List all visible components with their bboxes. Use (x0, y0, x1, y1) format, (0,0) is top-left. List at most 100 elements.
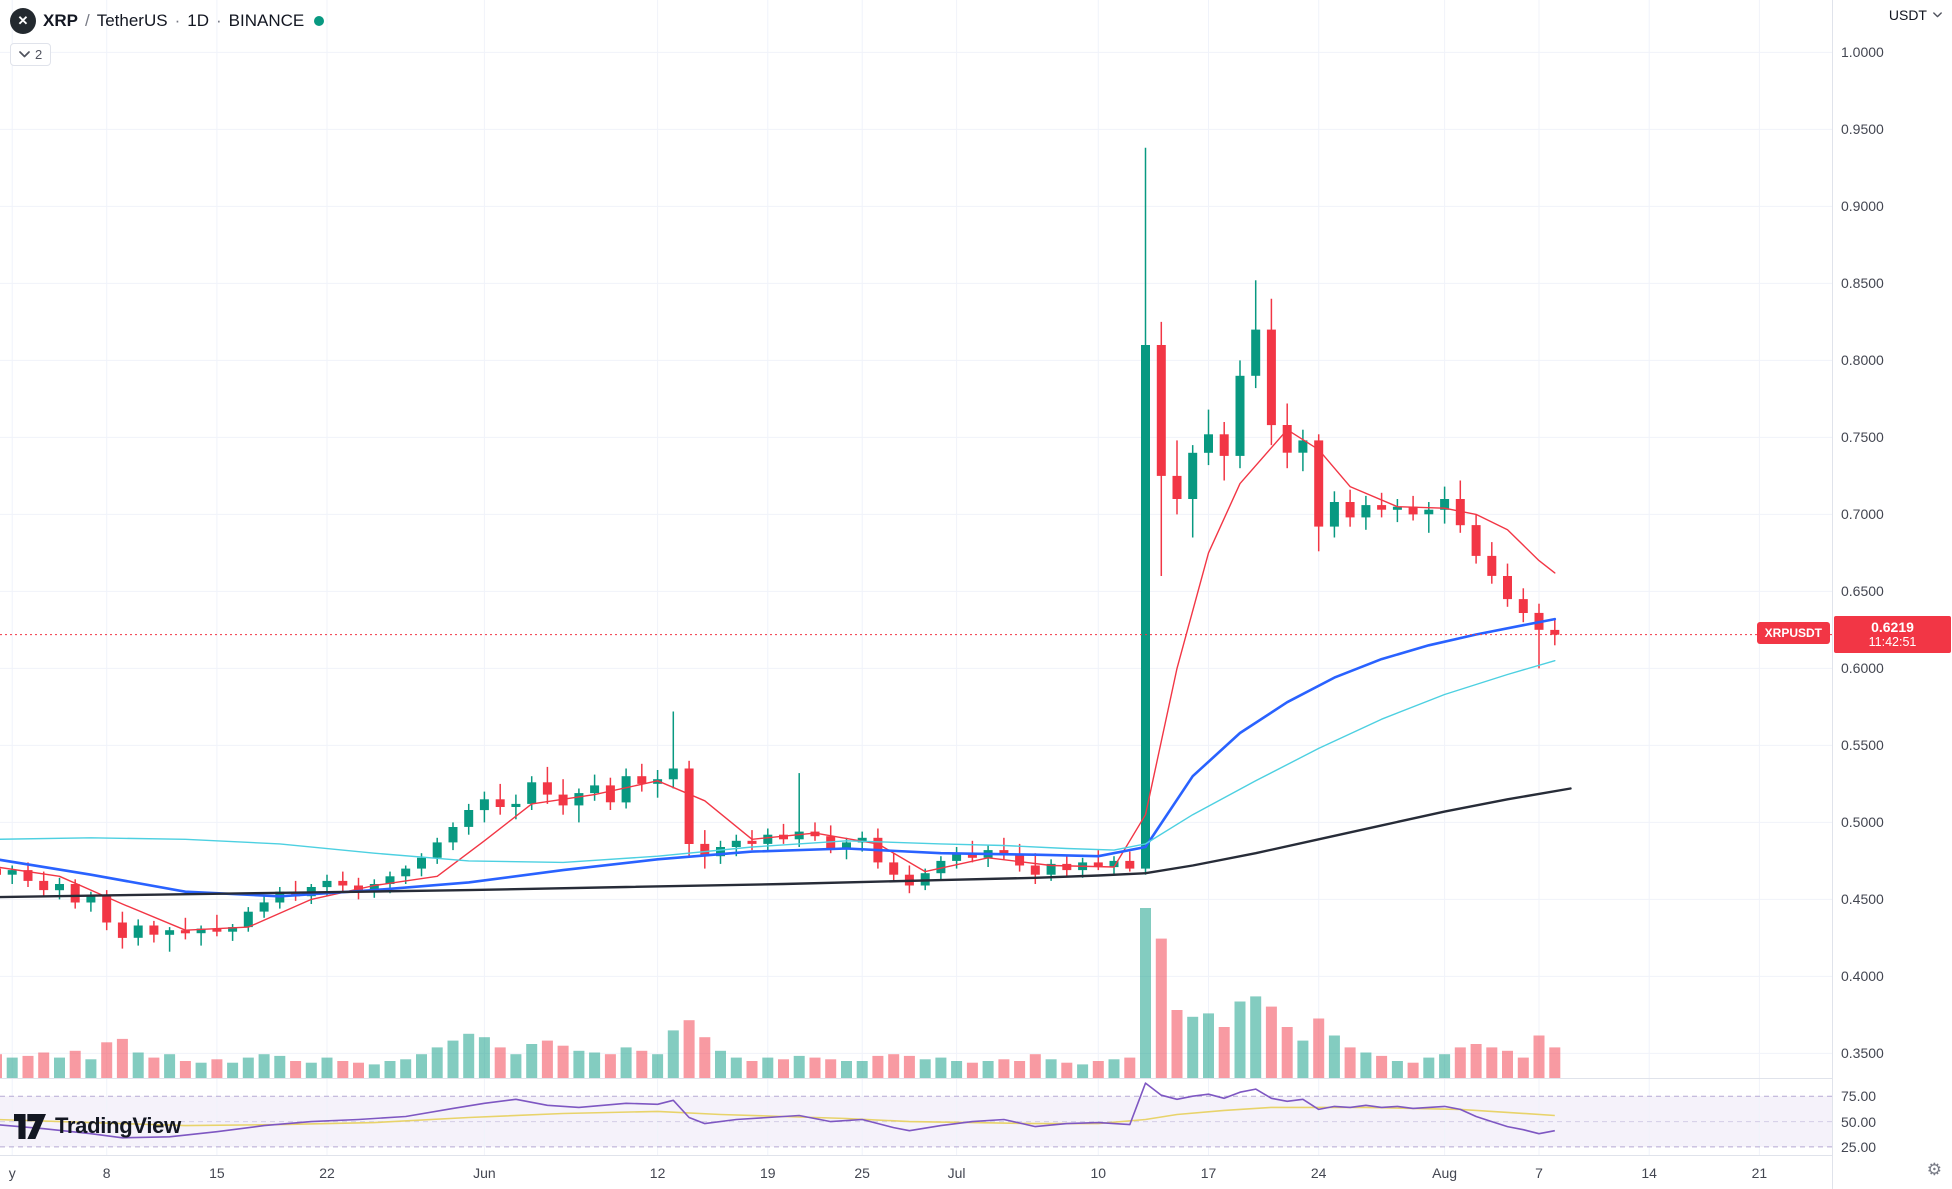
price-axis-labels: 1.0000 0.9500 0.9000 0.8500 0.8000 0.7500 0.70… (1833, 0, 1952, 1189)
candle (23, 862, 33, 887)
candle (369, 879, 379, 898)
candle (448, 822, 458, 851)
price-tick-label: 0.4000 (1841, 968, 1884, 985)
currency-label: USDT (1888, 7, 1927, 23)
price-tick-label: 0.7000 (1841, 506, 1884, 523)
candle (653, 770, 663, 798)
price-tick-label: 0.9500 (1841, 121, 1884, 138)
candle (1235, 360, 1245, 469)
candle (7, 865, 17, 884)
candle (1392, 499, 1402, 523)
market-status-dot[interactable] (314, 16, 325, 26)
rsi-line (0, 1082, 1555, 1139)
candle (1440, 486, 1450, 524)
symbol-name[interactable]: XRP (43, 11, 78, 30)
time-tick-label: 7 (1535, 1164, 1543, 1181)
candle (605, 777, 615, 810)
candle (70, 879, 80, 909)
settings-gear-icon[interactable]: ⚙ (1926, 1160, 1942, 1179)
tradingview-logo-icon (14, 1113, 46, 1139)
ma-light-line (0, 660, 1556, 864)
candle (1518, 588, 1528, 623)
candle (1109, 856, 1119, 875)
rsi-tick-label: 25.00 (1841, 1138, 1877, 1155)
tradingview-logo[interactable]: TradingView (14, 1113, 181, 1139)
time-tick-label: 17 (1200, 1164, 1217, 1181)
candle (149, 920, 159, 943)
price-tick-label: 0.9000 (1841, 198, 1884, 215)
candle (165, 927, 175, 952)
candle (133, 919, 143, 946)
candle (1408, 495, 1418, 521)
time-tick-label: 10 (1090, 1164, 1107, 1181)
xrp-logo-icon: ✕ (10, 8, 36, 34)
price-line-symbol-badge: XRPUSDT (1756, 621, 1830, 644)
price-chart-canvas[interactable] (0, 0, 1832, 1078)
candle (1345, 489, 1355, 527)
candle (1219, 422, 1229, 481)
price-tick-label: 0.6500 (1841, 583, 1884, 600)
candle (904, 865, 914, 894)
dot-separator: · (215, 11, 222, 30)
candle (1503, 563, 1512, 607)
time-tick-label: Jun (473, 1164, 496, 1181)
candle (479, 791, 489, 823)
candle (810, 822, 820, 841)
price-tick-label: 0.8000 (1841, 352, 1884, 369)
candle (1329, 491, 1339, 538)
interval-label[interactable]: 1D (187, 11, 209, 30)
candle (542, 766, 552, 804)
candle (684, 760, 694, 857)
indicators-collapse-button[interactable]: 2 (10, 43, 52, 66)
symbol-legend: ✕ XRP / TetherUS · 1D · BINANCE 2 (10, 8, 325, 66)
time-tick-label: 22 (319, 1164, 335, 1181)
volume-bars (0, 908, 1561, 1078)
time-tick-label: 15 (209, 1164, 225, 1181)
symbol-title-row: ✕ XRP / TetherUS · 1D · BINANCE (10, 8, 325, 34)
ma-fast-line (0, 429, 1556, 931)
chevron-down-icon (19, 51, 30, 58)
currency-unit-button[interactable]: USDT (1833, 0, 1952, 30)
candle (558, 779, 568, 815)
time-tick-label: y (8, 1164, 16, 1181)
price-pane[interactable]: ✕ XRP / TetherUS · 1D · BINANCE 2 XRPUSD… (0, 0, 1832, 1078)
candle (779, 823, 788, 844)
exchange-label[interactable]: BINANCE (228, 11, 305, 30)
price-axis-column[interactable]: USDT 1.0000 0.9500 0.9000 0.8500 0.8000 0.750… (1832, 0, 1952, 1189)
candle (1251, 280, 1261, 389)
chevron-down-icon (1933, 12, 1942, 18)
candle (228, 924, 238, 941)
last-price-value: 0.6219 (1871, 618, 1914, 635)
candle (700, 830, 710, 869)
rsi-indicator-pane[interactable]: TradingView (0, 1078, 1832, 1155)
candle (527, 776, 537, 810)
candle (574, 788, 584, 823)
time-tick-label: Jul (947, 1164, 966, 1181)
rsi-chart-canvas[interactable] (0, 1079, 1832, 1155)
rsi-axis-labels: 75.00 50.00 25.00 (1833, 0, 1952, 1189)
candle (1424, 502, 1434, 533)
price-tick-label: 0.3500 (1841, 1045, 1884, 1062)
candle (1204, 409, 1213, 466)
candles (0, 147, 1560, 952)
time-tick-label: 14 (1641, 1164, 1657, 1181)
price-tick-label: 0.5500 (1841, 737, 1884, 754)
symbol-separator: / (84, 11, 90, 30)
price-tick-label: 1.0000 (1841, 44, 1884, 61)
candle (1487, 542, 1497, 584)
candle (1550, 619, 1560, 646)
candle (464, 803, 474, 835)
candle (668, 711, 678, 789)
candle (212, 914, 222, 937)
time-tick-label: 25 (854, 1164, 870, 1181)
candle (39, 871, 49, 897)
candle (873, 828, 883, 869)
time-axis[interactable]: y 8 15 22 Jun 12 19 25 Jul 10 17 24 Aug 7 14 21 (0, 1155, 1832, 1189)
candle (1172, 440, 1182, 515)
ma-mid-line (0, 617, 1557, 898)
time-tick-label: 21 (1751, 1164, 1768, 1181)
candle (1188, 445, 1198, 538)
candle (1455, 480, 1465, 533)
candle (196, 925, 206, 946)
symbol-market[interactable]: TetherUS (96, 11, 168, 30)
